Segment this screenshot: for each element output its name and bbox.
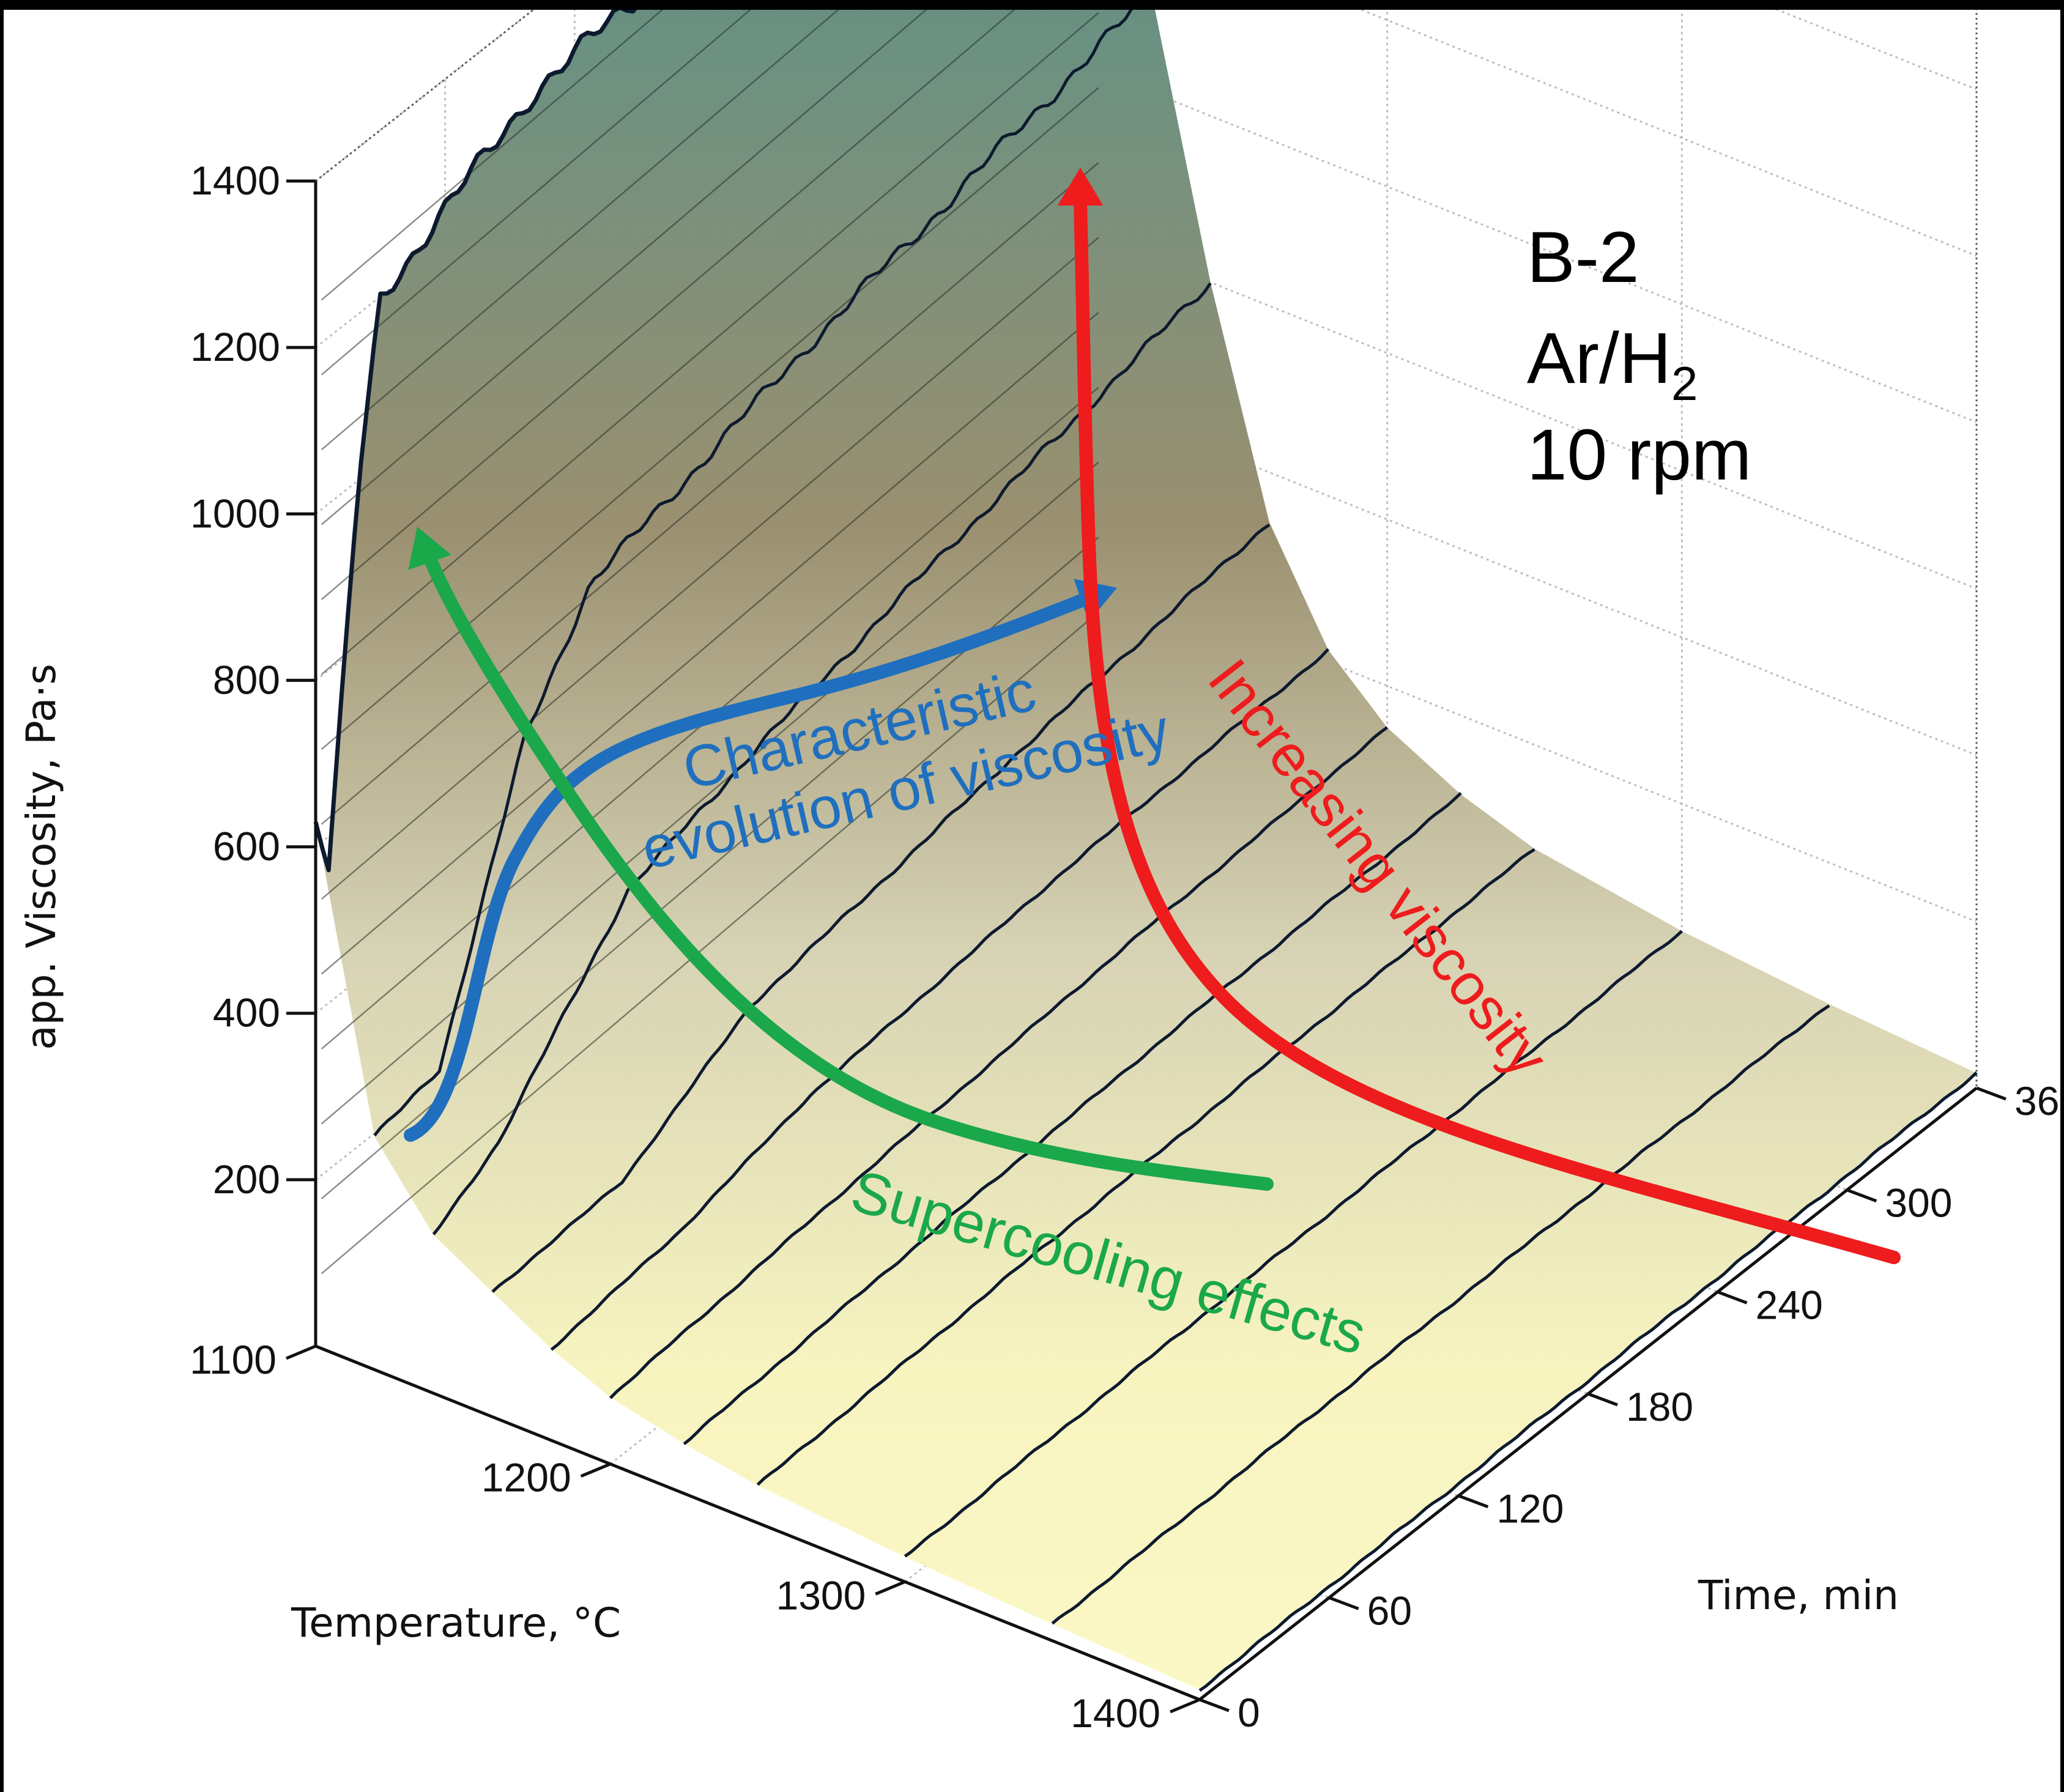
red-arrow (1074, 196, 1901, 1264)
y-tick-label: 300 (1885, 1180, 1952, 1226)
surface-contour (321, 10, 664, 301)
data-curve (550, 648, 1330, 1351)
atmosphere-subscript: 2 (1671, 357, 1698, 410)
viscosity-surface-chart: 2004006008001000120014001100120013001400… (18, 10, 2064, 1736)
z-tick-label: 1000 (190, 491, 280, 536)
x-tick-mark (286, 1344, 316, 1360)
green-arrow-head (408, 527, 451, 570)
y-tick-mark (1717, 1290, 1748, 1305)
surface-contour (321, 10, 1015, 601)
z-axis-title: app. Viscosity, Pa·s (18, 664, 65, 1050)
data-curve (491, 524, 1271, 1293)
x-tick-mark (580, 1462, 611, 1478)
data-curve (904, 930, 1683, 1558)
y-tick-mark (1587, 1392, 1618, 1407)
sample-label: B-2 (1527, 217, 1639, 298)
z-tick-label: 1400 (190, 158, 280, 203)
x-tick-label: 1400 (1071, 1690, 1160, 1736)
annotation-arrows (404, 168, 1901, 1264)
grid-line (315, 234, 1977, 848)
red-arrow-head (1057, 168, 1104, 205)
data-curve (609, 726, 1389, 1399)
surface-contour (321, 311, 1099, 975)
blue-arrow (404, 587, 1105, 1142)
x-tick-label: 1300 (776, 1572, 866, 1618)
green-arrow (419, 541, 1274, 1191)
y-tick-label: 180 (1626, 1384, 1693, 1429)
y-axis-title: Time, min (1698, 1572, 1899, 1619)
y-tick-mark (1846, 1188, 1877, 1203)
y-tick-label: 360 (2014, 1078, 2064, 1124)
atmosphere-main: Ar/H (1527, 318, 1671, 399)
x-tick-label: 1100 (190, 1337, 277, 1382)
x-tick-mark (1170, 1698, 1200, 1714)
data-curve (1051, 1004, 1830, 1625)
z-tick-label: 800 (213, 657, 280, 702)
grid-line (315, 400, 1977, 1014)
x-tick-mark (875, 1580, 906, 1596)
x-tick-label: 1200 (481, 1455, 571, 1500)
surface-contour (321, 162, 1099, 825)
x-axis-title: Temperature, °C (291, 1599, 621, 1646)
viscosity-surface (316, 10, 1977, 1690)
z-tick-label: 1200 (190, 324, 280, 369)
surface-contour (321, 12, 1099, 675)
surface-contour (321, 461, 1099, 1125)
data-curves (313, 10, 1978, 1692)
data-curve (756, 848, 1535, 1486)
surface-contour (321, 237, 1099, 900)
z-tick-label: 600 (213, 824, 280, 869)
y-tick-mark (1199, 1698, 1230, 1712)
tick-labels: 2004006008001000120014001100120013001400… (190, 158, 2064, 1736)
data-curve (373, 10, 1133, 1137)
data-curve (1198, 1071, 1978, 1692)
z-tick-label: 400 (213, 990, 280, 1035)
y-tick-mark (1976, 1086, 2006, 1101)
z-tick-label: 200 (213, 1157, 280, 1202)
y-tick-label: 60 (1367, 1588, 1412, 1633)
atmosphere-label: Ar/H2 (1527, 318, 1698, 410)
surface-contour (321, 87, 1099, 750)
x-axis-line (315, 1344, 1200, 1701)
grid-line (315, 67, 1977, 681)
y-tick-mark (1458, 1494, 1489, 1509)
y-tick-mark (1328, 1596, 1359, 1610)
surface-contour (321, 10, 840, 451)
y-tick-label: 120 (1496, 1486, 1564, 1531)
speed-label: 10 rpm (1527, 415, 1751, 495)
data-curve (313, 10, 637, 873)
surface-contour (321, 10, 752, 376)
surface-contour (321, 10, 927, 525)
surface-contour (321, 611, 1099, 1275)
data-curve (683, 791, 1462, 1445)
y-tick-label: 240 (1756, 1282, 1823, 1327)
y-tick-label: 0 (1238, 1690, 1260, 1735)
